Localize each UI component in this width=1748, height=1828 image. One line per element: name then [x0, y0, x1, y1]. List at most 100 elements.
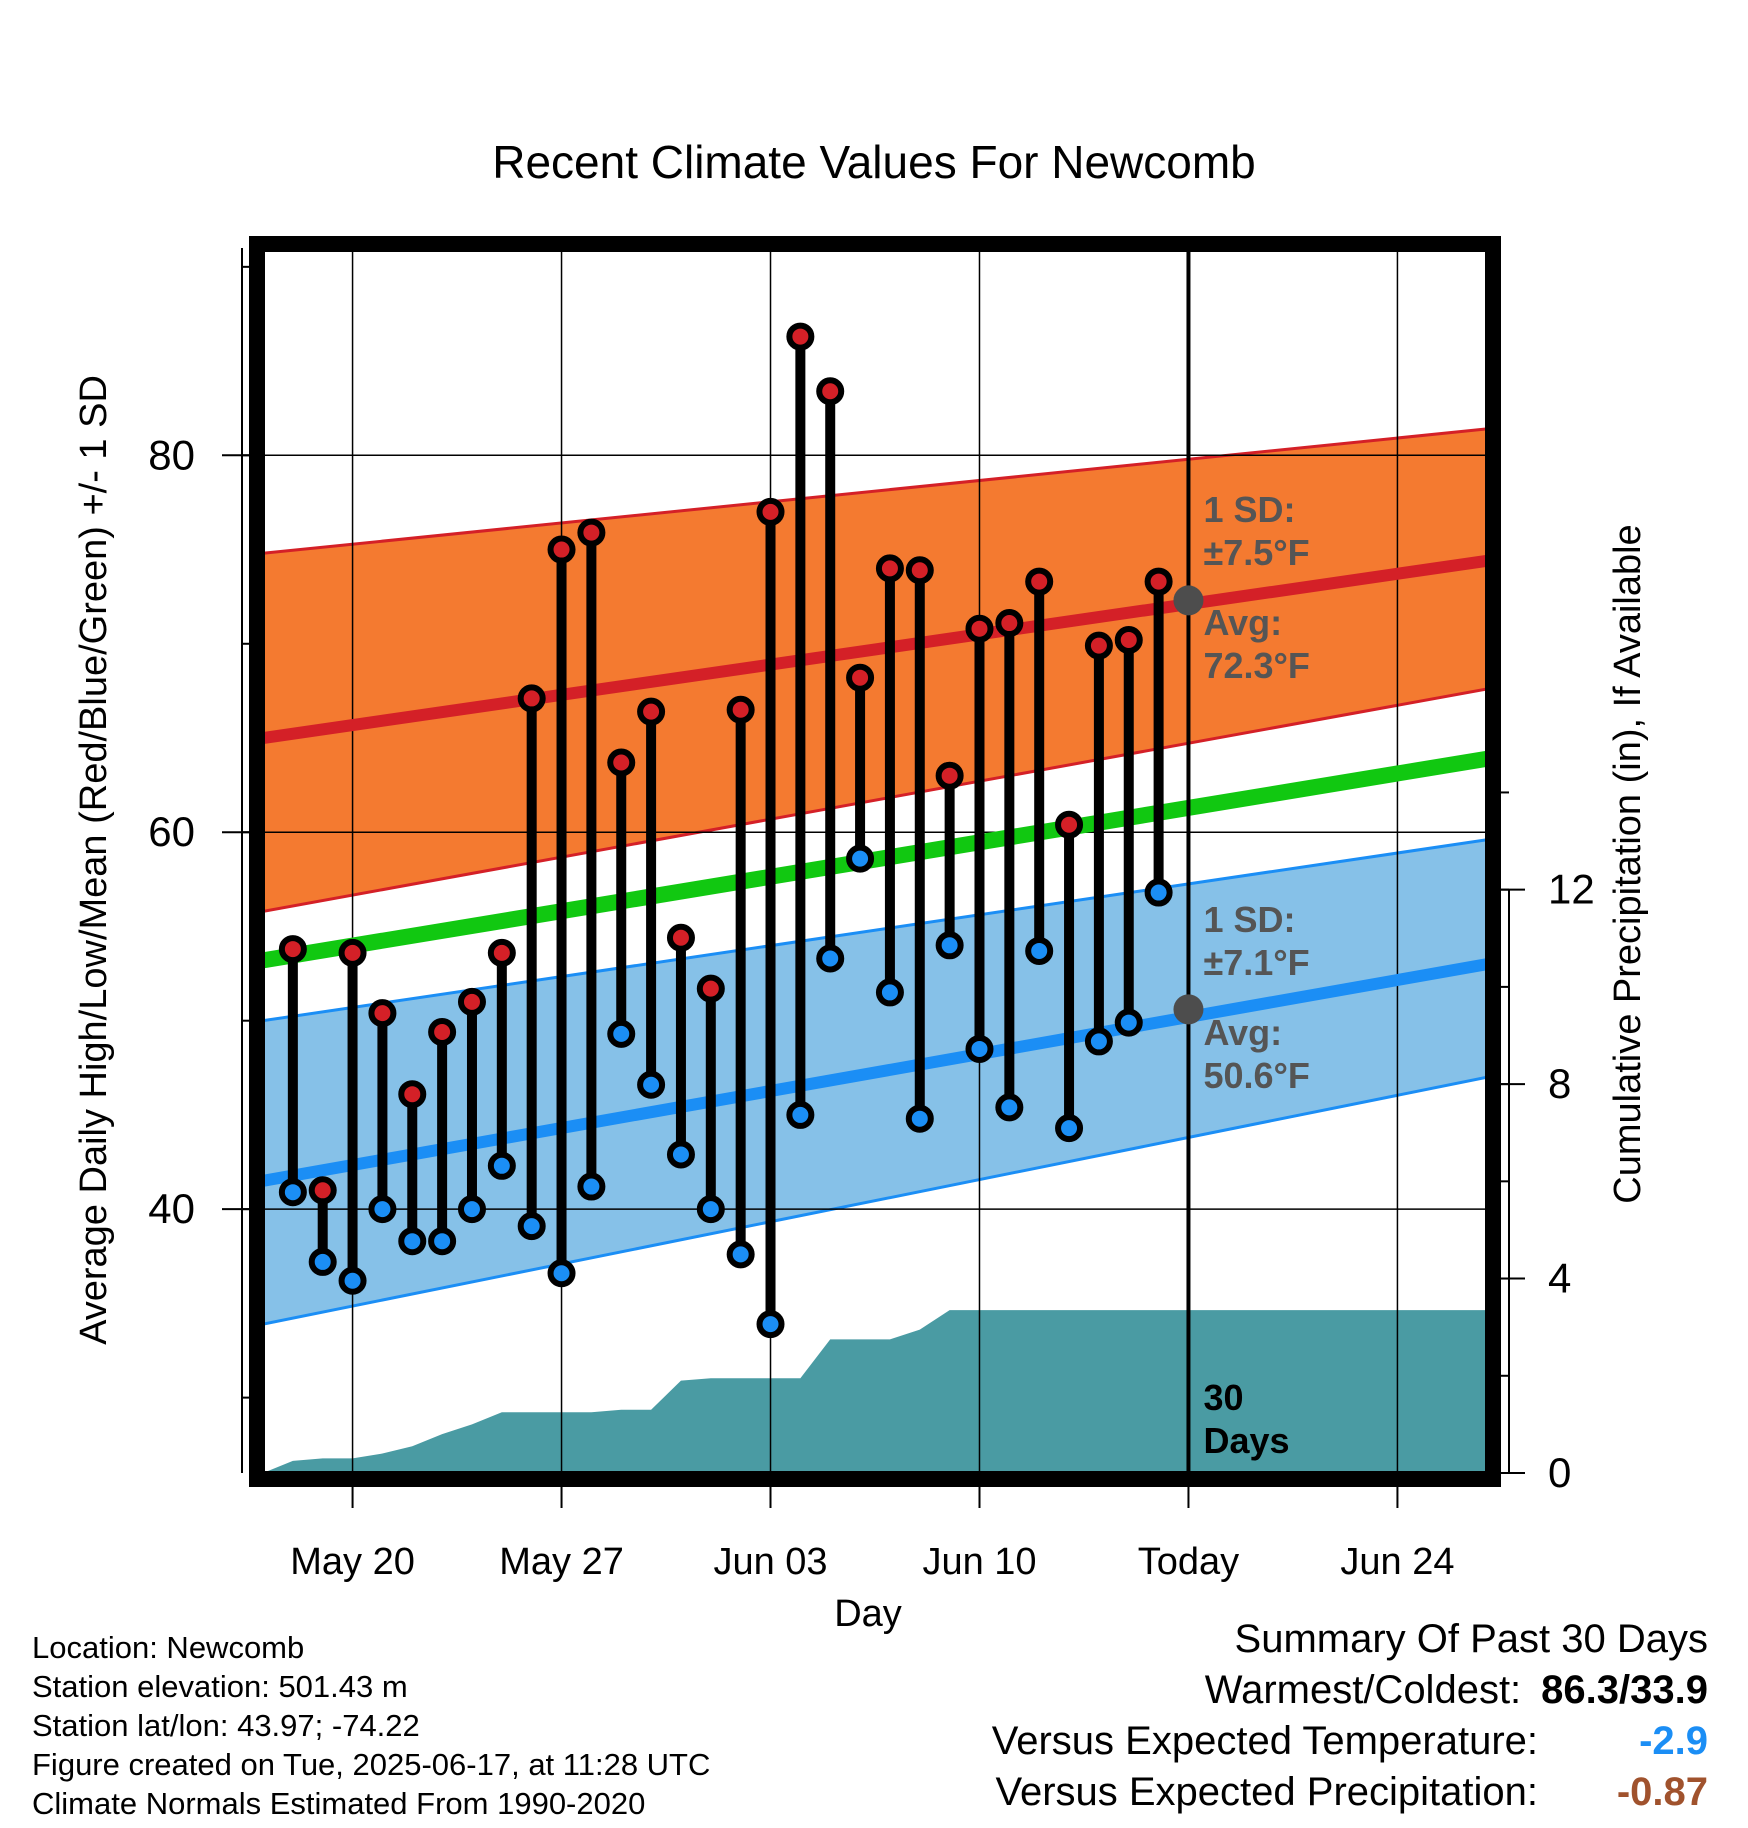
y-axis-left: 40 60 80: [148, 248, 253, 1473]
daily-low-point-2025-06-01: [696, 1195, 725, 1224]
y-right-tick-label-0: 0: [1548, 1449, 1571, 1496]
y-axis-right-label: Cumulative Precipitation (in), If Availa…: [1607, 524, 1649, 1203]
daily-high-point-2025-06-09: [935, 761, 964, 790]
x-tick-label-0: May 20: [290, 1541, 415, 1583]
y-left-tick-label-40: 40: [148, 1185, 195, 1232]
daily-low-point-2025-06-11: [995, 1093, 1024, 1122]
days-label-text: Days: [1203, 1420, 1289, 1461]
y-right-tick-label-8: 8: [1548, 1060, 1571, 1107]
daily-high-point-2025-05-21: [368, 999, 397, 1028]
daily-low-point-2025-05-24: [457, 1195, 486, 1224]
band-edge-avg-high-lower: [263, 687, 1487, 913]
daily-low-point-2025-05-27: [547, 1259, 576, 1288]
daily-high-point-2025-05-22: [398, 1080, 427, 1109]
daily-low-point-2025-05-30: [637, 1070, 666, 1099]
chart-title: Recent Climate Values For Newcomb: [492, 136, 1256, 188]
precip-label: Versus Expected Precipitation:: [995, 1770, 1538, 1814]
daily-high-point-2025-06-13: [1055, 810, 1084, 839]
daily-high-point-2025-05-28: [577, 518, 606, 547]
created-text: Figure created on Tue, 2025-06-17, at 11…: [32, 1747, 711, 1782]
daily-low-point-2025-06-02: [726, 1240, 755, 1269]
x-axis: May 20 May 27 Jun 03 Jun 10 Today Jun 24: [290, 1487, 1454, 1583]
y-left-tick-label-60: 60: [148, 808, 195, 855]
high-sd-value: ±7.5°F: [1203, 532, 1309, 573]
y-right-tick-label-4: 4: [1548, 1255, 1571, 1302]
summary-warm-cold: Warmest/Coldest: 86.3/33.9: [992, 1665, 1708, 1716]
daily-low-point-2025-05-31: [666, 1140, 695, 1169]
daily-low-point-2025-06-12: [1025, 936, 1054, 965]
daily-low-point-2025-06-16: [1144, 878, 1173, 907]
low-sd-label: 1 SD:: [1203, 899, 1295, 940]
daily-high-point-2025-06-16: [1144, 567, 1173, 596]
daily-high-point-2025-06-02: [726, 695, 755, 724]
daily-low-point-2025-06-13: [1055, 1114, 1084, 1143]
latlon-text: Station lat/lon: 43.97; -74.22: [32, 1708, 420, 1743]
low-avg-value: 50.6°F: [1203, 1055, 1309, 1096]
mean-normal-line: [263, 750, 1487, 969]
x-tick-label-1: May 27: [499, 1541, 624, 1583]
daily-high-point-2025-06-07: [875, 554, 904, 583]
daily-high-point-2025-05-30: [637, 697, 666, 726]
daily-high-point-2025-06-05: [816, 377, 845, 406]
daily-low-point-2025-06-06: [846, 844, 875, 873]
daily-low-point-2025-05-23: [428, 1227, 457, 1256]
band-edge-avg-high-upper: [263, 427, 1487, 555]
daily-high-point-2025-05-26: [517, 684, 546, 713]
y-right-tick-label-12: 12: [1548, 866, 1595, 913]
warm-cold-label: Warmest/Coldest:: [1204, 1668, 1522, 1712]
low-sd-value: ±7.1°F: [1203, 942, 1309, 983]
daily-high-point-2025-06-06: [846, 663, 875, 692]
precipitation-area: [263, 1310, 1487, 1473]
daily-high-point-2025-05-31: [666, 923, 695, 952]
high-sd-label: 1 SD:: [1203, 489, 1295, 530]
daily-high-point-2025-05-20: [338, 938, 367, 967]
summary-panel: Summary Of Past 30 Days Warmest/Coldest:…: [992, 1614, 1708, 1818]
daily-high-point-2025-05-25: [487, 938, 516, 967]
x-axis-label: Day: [834, 1593, 902, 1635]
summary-title: Summary Of Past 30 Days: [1234, 1617, 1708, 1661]
daily-low-point-2025-06-07: [875, 978, 904, 1007]
daily-high-point-2025-05-29: [607, 748, 636, 777]
daily-low-point-2025-06-09: [935, 931, 964, 960]
x-tick-label-4: Today: [1138, 1541, 1239, 1583]
low-avg-today-marker: [1173, 994, 1204, 1025]
summary-temp: Versus Expected Temperature: -2.9: [992, 1716, 1708, 1767]
summary-precip: Versus Expected Precipitation: -0.87: [992, 1767, 1708, 1818]
band-edge-avg-low-lower: [263, 1075, 1487, 1326]
daily-high-point-2025-05-27: [547, 535, 576, 564]
temp-value: -2.9: [1639, 1719, 1708, 1763]
daily-low-point-2025-06-04: [786, 1100, 815, 1129]
daily-high-point-2025-06-14: [1084, 631, 1113, 660]
x-tick-label-5: Jun 24: [1340, 1541, 1454, 1583]
y-left-tick-label-80: 80: [148, 431, 195, 478]
daily-low-point-2025-05-19: [308, 1247, 337, 1276]
daily-low-point-2025-05-21: [368, 1195, 397, 1224]
daily-low-point-2025-06-10: [965, 1034, 994, 1063]
daily-high-point-2025-05-23: [428, 1018, 457, 1046]
location-text: Location: Newcomb: [32, 1630, 305, 1665]
station-info: Location: Newcomb Station elevation: 501…: [32, 1628, 710, 1823]
daily-low-point-2025-06-14: [1084, 1027, 1113, 1056]
daily-low-point-2025-06-03: [756, 1310, 785, 1339]
x-tick-label-2: Jun 03: [713, 1541, 827, 1583]
x-tick-label-3: Jun 10: [922, 1541, 1036, 1583]
daily-low-point-2025-06-05: [816, 944, 845, 973]
daily-low-point-2025-05-26: [517, 1212, 546, 1241]
daily-high-point-2025-05-19: [308, 1176, 337, 1205]
y-axis-left-label: Average Daily High/Low/Mean (Red/Blue/Gr…: [73, 375, 115, 1345]
daily-low-point-2025-05-20: [338, 1266, 367, 1295]
daily-high-point-2025-05-24: [457, 987, 486, 1016]
daily-low-point-2025-05-29: [607, 1019, 636, 1048]
daily-low-point-2025-05-22: [398, 1227, 427, 1256]
high-avg-today-marker: [1173, 585, 1204, 616]
daily-high-point-2025-06-03: [756, 497, 785, 526]
normals-text: Climate Normals Estimated From 1990-2020: [32, 1786, 646, 1821]
low-sd-band: [263, 839, 1487, 1325]
high-avg-label: Avg:: [1203, 602, 1282, 643]
daily-high-point-2025-06-10: [965, 614, 994, 643]
daily-high-point-2025-06-12: [1025, 567, 1054, 596]
daily-high-point-2025-06-08: [905, 556, 934, 585]
y-axis-right: 0 4 8 12: [1497, 791, 1595, 1496]
daily-high-point-2025-05-18: [278, 935, 307, 964]
